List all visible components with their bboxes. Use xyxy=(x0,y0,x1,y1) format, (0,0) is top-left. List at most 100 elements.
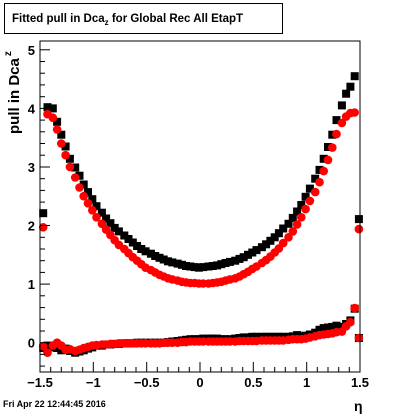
data-point xyxy=(57,346,66,355)
data-point xyxy=(337,101,346,110)
data-point xyxy=(315,325,324,334)
data-point xyxy=(252,246,261,255)
data-point xyxy=(199,263,208,272)
data-point xyxy=(110,223,119,232)
data-point xyxy=(102,214,111,223)
data-point xyxy=(323,155,333,165)
x-axis-label: η xyxy=(354,398,363,414)
series-1 xyxy=(38,108,364,358)
data-point xyxy=(354,333,364,343)
chart-title-box: Fitted pull in Dcaz for Global Rec All E… xyxy=(4,3,283,34)
data-point xyxy=(61,150,70,160)
data-point xyxy=(88,195,97,204)
data-point xyxy=(244,250,252,259)
data-point xyxy=(297,201,306,209)
x-tick-label: 1.5 xyxy=(351,375,369,390)
axis-tick-labels: −1.5 −1 −0.5 0 0.5 1 1.5 0 1 2 3 4 5 xyxy=(27,43,369,390)
data-point xyxy=(128,238,137,247)
data-point xyxy=(270,233,279,242)
data-point xyxy=(248,248,257,257)
data-point xyxy=(146,249,155,258)
data-point xyxy=(57,139,66,148)
data-point xyxy=(204,262,213,271)
data-point xyxy=(48,104,57,113)
data-point xyxy=(168,258,177,267)
data-point xyxy=(217,260,226,269)
data-point xyxy=(65,162,75,172)
data-point xyxy=(278,238,288,248)
data-point xyxy=(155,253,164,262)
x-tick-label: −1 xyxy=(86,375,101,390)
data-point xyxy=(151,252,160,260)
data-point xyxy=(48,113,58,122)
x-tick-label: 0.5 xyxy=(244,375,262,390)
y-tick-label: 4 xyxy=(28,101,36,116)
y-axis-label: pull in Dcaz xyxy=(3,51,23,134)
y-tick-label: 1 xyxy=(28,277,35,292)
data-point xyxy=(337,118,347,128)
data-point xyxy=(173,259,182,268)
x-tick-label: −0.5 xyxy=(134,375,160,390)
data-point xyxy=(83,199,93,208)
chart-title-suffix: for Global Rec All EtapT xyxy=(108,13,244,25)
data-point xyxy=(137,245,146,253)
data-point xyxy=(225,257,234,266)
data-point xyxy=(164,257,172,266)
data-point xyxy=(43,348,52,358)
data-point xyxy=(186,262,195,271)
x-tick-label: −1.5 xyxy=(27,375,53,390)
data-point xyxy=(231,256,240,265)
data-point xyxy=(190,263,199,272)
data-point xyxy=(57,130,66,139)
data-point xyxy=(292,220,302,229)
data-point xyxy=(92,202,101,211)
data-point xyxy=(120,231,129,240)
data-point xyxy=(52,125,62,134)
data-point xyxy=(79,180,88,189)
data-point xyxy=(332,116,341,125)
data-point xyxy=(350,303,360,313)
data-point xyxy=(75,183,84,192)
data-point xyxy=(97,208,106,217)
data-point xyxy=(332,321,341,330)
data-point xyxy=(315,177,324,187)
data-point xyxy=(297,213,306,222)
data-point xyxy=(319,154,328,163)
data-point xyxy=(71,163,80,172)
data-point xyxy=(346,82,355,91)
data-point xyxy=(38,341,48,351)
x-tick-label: 0 xyxy=(196,375,203,390)
data-point xyxy=(319,166,329,176)
y-tick-label: 2 xyxy=(28,219,35,234)
data-point xyxy=(239,253,248,262)
data-point xyxy=(324,323,332,332)
data-point xyxy=(274,229,283,238)
data-point xyxy=(354,215,363,224)
data-point xyxy=(235,254,244,263)
data-point xyxy=(328,322,337,331)
data-point xyxy=(182,262,191,270)
series-0 xyxy=(39,72,363,357)
data-point xyxy=(213,261,222,270)
data-point xyxy=(43,103,52,112)
data-point xyxy=(350,72,359,81)
data-point xyxy=(332,129,341,139)
data-point xyxy=(319,324,328,333)
data-point xyxy=(257,243,266,252)
data-point xyxy=(310,187,320,197)
data-point xyxy=(315,165,324,174)
data-point xyxy=(75,171,84,180)
data-point xyxy=(53,117,62,126)
data-point xyxy=(208,262,217,270)
data-point xyxy=(39,209,48,218)
chart-title-prefix: Fitted pull in Dca xyxy=(12,13,105,25)
data-point xyxy=(279,224,288,233)
data-point xyxy=(305,184,314,193)
data-point xyxy=(354,224,364,234)
data-point xyxy=(70,173,80,182)
data-point xyxy=(324,143,332,151)
data-point xyxy=(159,255,168,264)
data-point xyxy=(284,219,293,228)
data-point xyxy=(53,344,62,352)
data-point xyxy=(301,204,310,214)
